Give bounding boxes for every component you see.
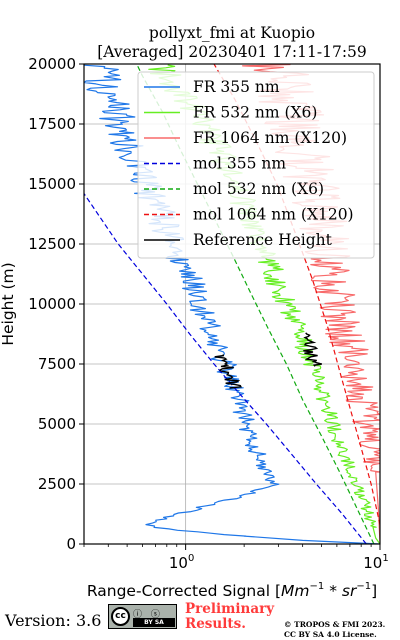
by-sa-strip: BY SA — [133, 618, 175, 627]
legend-label: Reference Height — [193, 231, 333, 249]
preliminary-notice: Preliminary Results. — [185, 602, 274, 632]
version-label: Version: 3.6 — [5, 611, 102, 630]
y-tick-label: 10000 — [28, 295, 76, 313]
cc-license-logo: cc ⓘ ⓢ BY SA — [108, 604, 177, 629]
legend-label: mol 355 nm — [193, 155, 286, 173]
preliminary-line1: Preliminary — [185, 601, 275, 617]
series-reference-height — [214, 354, 242, 389]
y-tick-label: 15000 — [28, 175, 76, 193]
x-tick-label: 100 — [169, 553, 194, 572]
series-mol-1064-nm-x120 — [213, 64, 380, 525]
x-axis-label: Range-Corrected Signal [Mm−1 * sr−1] — [87, 581, 377, 600]
by-sa-icon: ⓘ ⓢ — [133, 610, 163, 620]
chart-title-line1: pollyxt_fmi at Kuopio — [149, 24, 315, 42]
y-tick-label: 7500 — [38, 355, 76, 373]
y-tick-label: 12500 — [28, 235, 76, 253]
x-tick-label: 101 — [363, 553, 388, 572]
y-tick-label: 2500 — [38, 475, 76, 493]
y-tick-label: 0 — [66, 535, 76, 553]
chart-title-line2: [Averaged] 20230401 17:11-17:59 — [97, 43, 367, 61]
copyright-notice: © TROPOS & FMI 2023. CC BY SA 4.0 Licens… — [284, 620, 385, 639]
legend-box — [137, 71, 375, 259]
legend-label: FR 532 nm (X6) — [193, 104, 317, 122]
y-tick-label: 20000 — [28, 55, 76, 73]
legend: FR 355 nm FR 532 nm (X6) FR 1064 nm (X120)… — [137, 71, 375, 259]
legend-label: mol 1064 nm (X120) — [193, 206, 354, 224]
y-axis-label: Height (m) — [0, 262, 17, 345]
y-tick-label: 17500 — [28, 115, 76, 133]
legend-label: FR 1064 nm (X120) — [193, 129, 347, 147]
series-fr-355-nm — [84, 64, 380, 544]
series-reference-height — [303, 332, 322, 367]
legend-label: FR 355 nm — [193, 78, 280, 96]
copyright-line2: CC BY SA 4.0 License. — [284, 629, 377, 639]
reference-layer — [214, 332, 322, 389]
y-tick-label: 5000 — [38, 415, 76, 433]
cc-icon: cc — [111, 607, 130, 626]
copyright-line1: © TROPOS & FMI 2023. — [284, 620, 386, 629]
preliminary-line2: Results. — [185, 616, 246, 632]
tick-marks — [79, 63, 381, 550]
legend-label: mol 532 nm (X6) — [193, 180, 324, 198]
